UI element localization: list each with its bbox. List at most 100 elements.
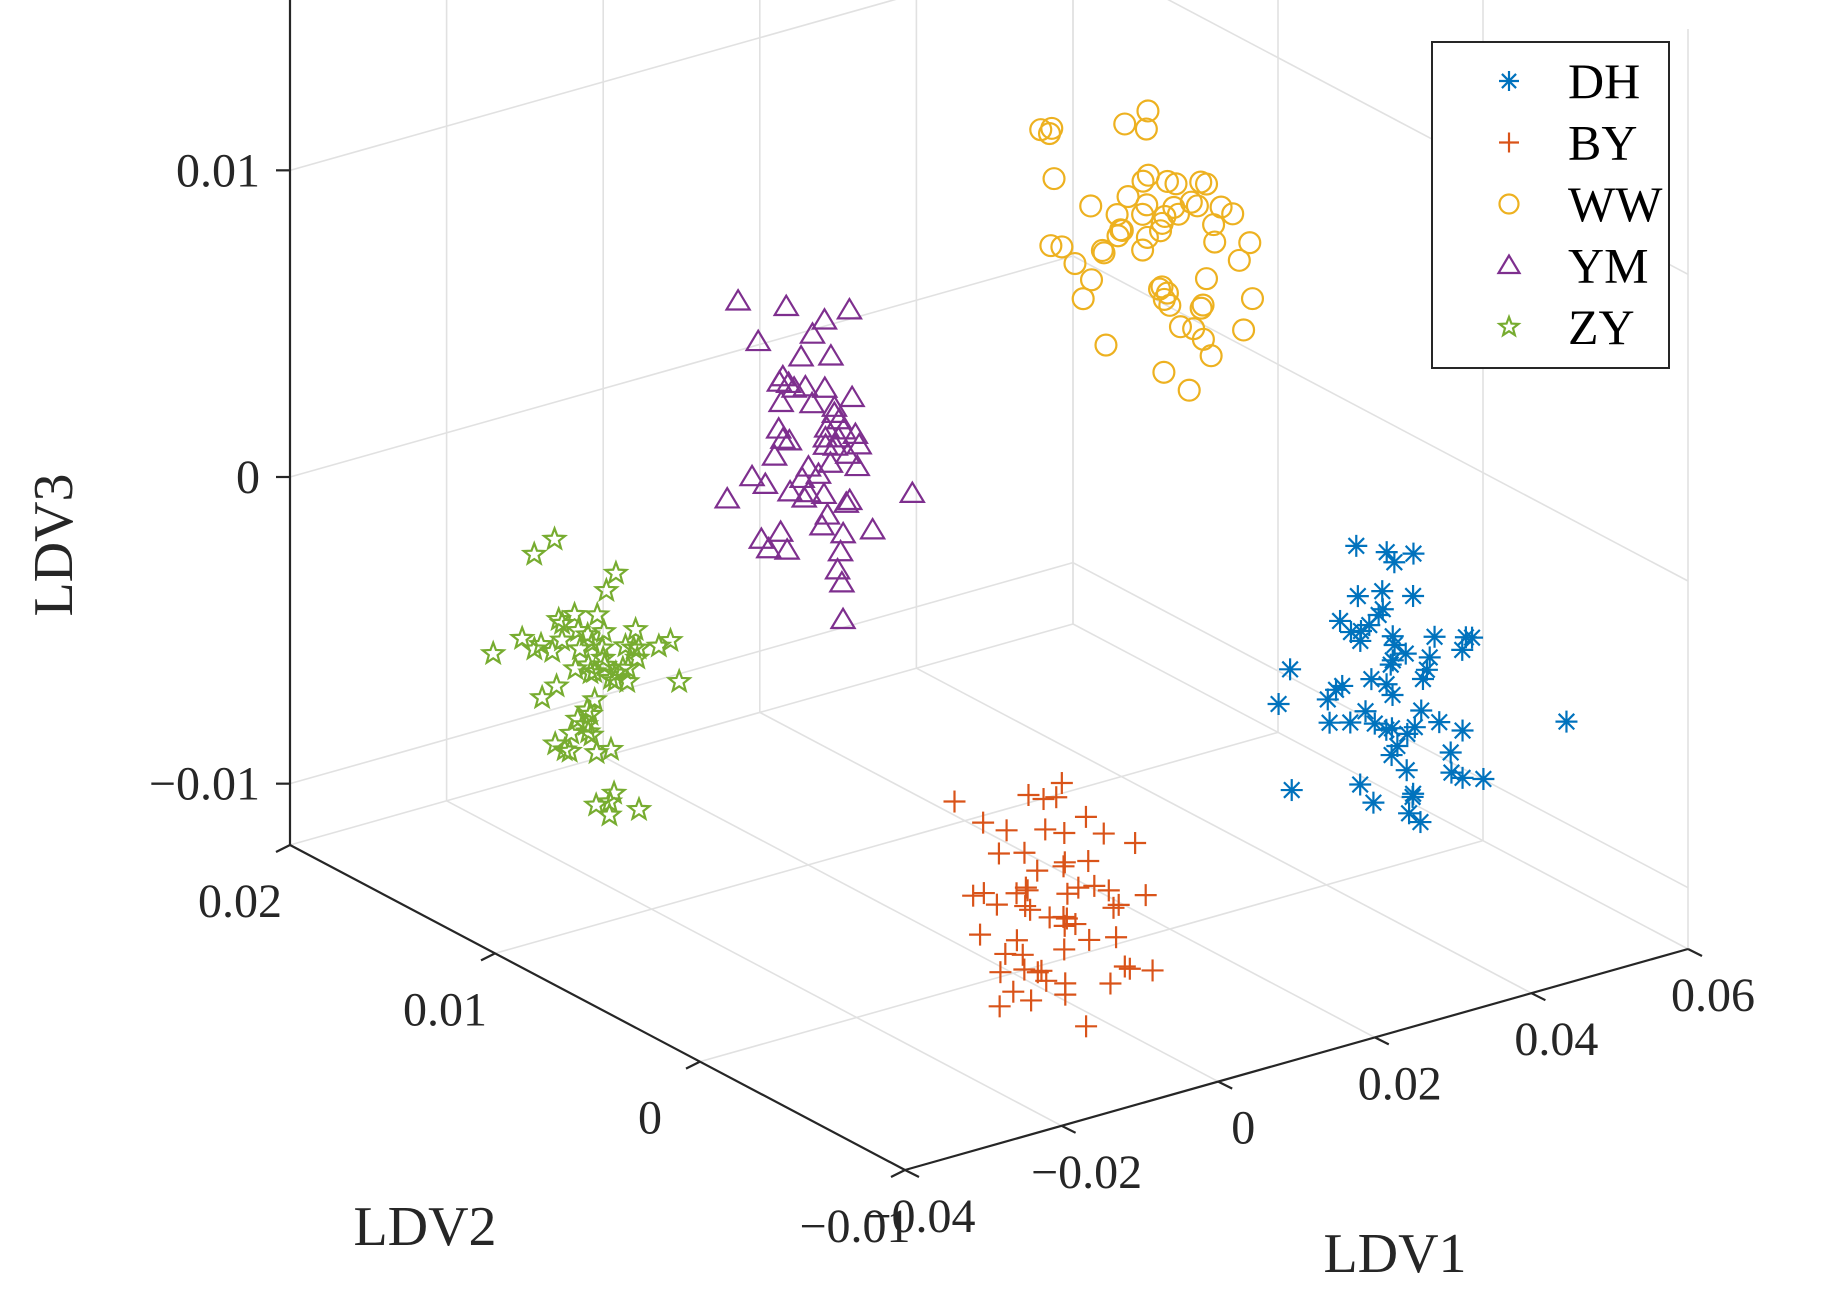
data-point	[528, 683, 556, 710]
series-DH	[1267, 534, 1578, 834]
series-YM	[713, 288, 926, 630]
data-point	[1316, 688, 1339, 711]
data-point	[1403, 716, 1426, 739]
data-point	[1158, 293, 1182, 317]
data-point	[1498, 193, 1520, 215]
x-axis-title: LDV1	[1323, 1223, 1466, 1285]
data-point	[1379, 653, 1402, 676]
legend-item-DH: DH	[1499, 53, 1640, 109]
data-point	[776, 478, 804, 502]
data-point	[1053, 938, 1076, 961]
data-point	[755, 535, 783, 559]
data-point	[820, 400, 848, 424]
data-point	[1166, 202, 1191, 226]
data-point	[838, 384, 866, 408]
data-point	[713, 486, 741, 509]
legend-box	[1431, 41, 1670, 369]
data-point	[581, 685, 609, 712]
data-point	[479, 639, 507, 666]
data-point	[1168, 315, 1193, 339]
data-point	[1075, 1015, 1098, 1038]
grid-line	[289, 561, 1074, 785]
data-point	[775, 370, 803, 394]
data-point	[747, 526, 775, 549]
data-point	[841, 421, 869, 444]
grid-line	[446, 800, 1062, 1127]
legend-label: DH	[1568, 53, 1640, 109]
data-point	[1050, 772, 1073, 795]
data-point	[1026, 961, 1049, 984]
data-point	[810, 307, 838, 330]
data-point	[588, 634, 616, 660]
data-point	[1135, 193, 1159, 217]
data-point	[769, 426, 797, 449]
data-point	[790, 485, 818, 508]
data-point	[985, 893, 1008, 916]
data-point	[794, 454, 822, 477]
data-point	[596, 787, 624, 814]
data-point	[545, 605, 573, 632]
data-point	[1136, 163, 1160, 187]
data-point	[744, 328, 772, 352]
data-point	[564, 705, 592, 731]
data-point	[1099, 972, 1122, 995]
data-point	[1380, 717, 1403, 740]
data-point	[1409, 811, 1432, 834]
data-point	[1428, 711, 1451, 734]
data-point	[829, 520, 857, 544]
data-point	[508, 624, 536, 650]
data-point	[1054, 972, 1077, 995]
data-point	[1005, 929, 1028, 952]
data-points	[479, 99, 1578, 1038]
data-point	[572, 710, 600, 737]
x-tick-label: 0.04	[1514, 1013, 1598, 1066]
data-point	[1067, 876, 1090, 899]
data-point	[561, 654, 589, 681]
data-point	[613, 667, 641, 694]
data-point	[972, 882, 995, 905]
data-point	[1013, 841, 1036, 864]
axes	[275, 0, 1703, 1178]
data-point	[1035, 969, 1058, 992]
data-point	[798, 390, 826, 414]
x-tick-label: −0.02	[1031, 1146, 1142, 1199]
data-point	[828, 569, 856, 593]
x-tick	[1374, 1036, 1390, 1046]
data-point	[1020, 989, 1043, 1012]
data-point	[1451, 719, 1474, 742]
data-point	[1045, 786, 1068, 809]
z-axis-title: LDV3	[23, 473, 85, 616]
data-point	[1496, 253, 1522, 275]
data-point	[1034, 818, 1057, 841]
data-point	[1162, 195, 1186, 219]
data-point	[1152, 360, 1176, 384]
data-point	[1135, 225, 1159, 249]
data-point	[1005, 882, 1028, 905]
data-point	[1077, 850, 1100, 873]
data-point	[1040, 116, 1064, 140]
data-point	[1124, 832, 1147, 855]
data-point	[1363, 712, 1386, 735]
data-point	[813, 415, 841, 438]
data-point	[1118, 957, 1141, 980]
data-point	[843, 453, 871, 477]
data-point	[1113, 955, 1136, 978]
y-tick-label: 0	[638, 1092, 662, 1145]
data-point	[538, 637, 566, 664]
data-point	[816, 450, 844, 473]
data-point	[829, 606, 857, 630]
data-point	[1221, 202, 1245, 226]
data-point	[835, 296, 863, 320]
z-tick-label: −0.01	[149, 758, 260, 811]
x-tick-label: 0.02	[1358, 1057, 1442, 1110]
data-point	[1092, 241, 1116, 265]
data-point	[520, 634, 548, 661]
data-point	[1032, 788, 1055, 811]
grid-line	[289, 0, 897, 172]
y-axis-title: LDV2	[353, 1196, 496, 1258]
data-point	[834, 441, 862, 464]
grid-line	[494, 731, 1279, 955]
data-point	[1381, 683, 1404, 706]
